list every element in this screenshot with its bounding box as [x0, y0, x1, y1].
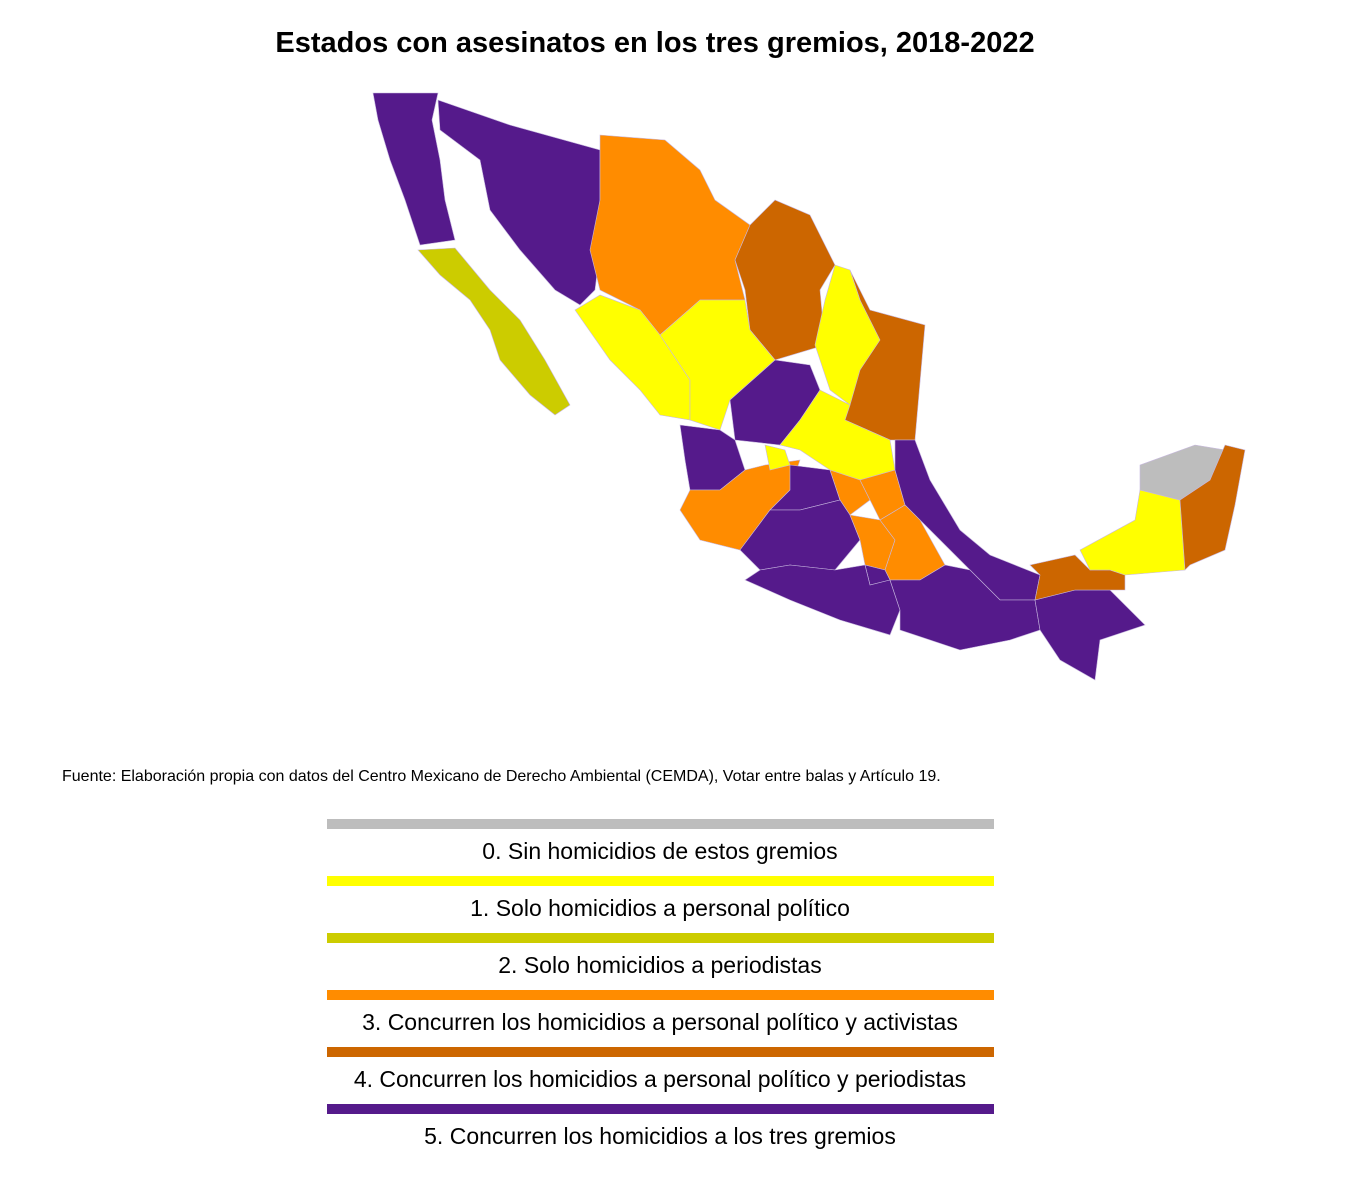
legend-swatch: [327, 1047, 994, 1057]
state: [814, 264, 881, 406]
legend-label: 5. Concurren los homicidios a los tres g…: [424, 1123, 896, 1149]
map: [372, 92, 1246, 681]
legend-swatch: [327, 876, 994, 886]
legend-label: 3. Concurren los homicidios a personal p…: [362, 1009, 958, 1035]
legend-swatch: [327, 933, 994, 943]
legend-label: 0. Sin homicidios de estos gremios: [482, 838, 837, 864]
state: [1029, 554, 1126, 601]
legend-label: 1. Solo homicidios a personal político: [470, 895, 850, 921]
legend: 0. Sin homicidios de estos gremios 1. Sol…: [327, 819, 994, 1149]
state: [417, 247, 571, 416]
source-note: Fuente: Elaboración propia con datos del…: [62, 768, 941, 785]
map-title: Estados con asesinatos en los tres gremi…: [275, 27, 1034, 59]
state: [829, 469, 871, 516]
state: [1179, 444, 1246, 571]
legend-swatch: [327, 1104, 994, 1114]
state: [437, 99, 601, 306]
legend-label: 2. Solo homicidios a periodistas: [498, 952, 821, 978]
state: [372, 92, 456, 246]
state: [1079, 489, 1186, 576]
legend-label: 4. Concurren los homicidios a personal p…: [354, 1066, 966, 1092]
legend-swatch: [327, 990, 994, 1000]
state: [1034, 589, 1146, 681]
legend-swatch: [327, 819, 994, 829]
